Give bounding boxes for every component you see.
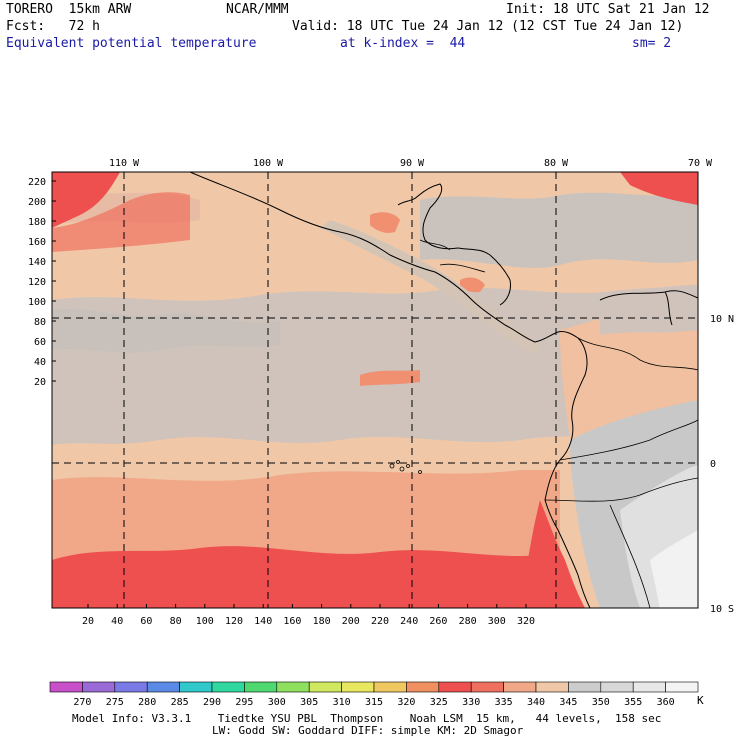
center-label: NCAR/MMM bbox=[226, 2, 289, 17]
lon-label: 90 W bbox=[400, 158, 425, 169]
map-frame bbox=[51, 171, 699, 609]
lon-label: 110 W bbox=[109, 158, 140, 169]
valid-time: Valid: 18 UTC Tue 24 Jan 12 (12 CST Tue … bbox=[292, 19, 684, 34]
smoothing-label: sm= 2 bbox=[632, 36, 672, 51]
lat-label: 10 S bbox=[710, 604, 734, 615]
model-info-line1: Model Info: V3.3.1 Tiedtke YSU PBL Thomp… bbox=[72, 712, 662, 725]
lon-label: 100 W bbox=[253, 158, 284, 169]
forecast-hour: Fcst: 72 h bbox=[6, 19, 100, 34]
left-axis: 220 200 180 160 140 120 100 80 60 40 20 bbox=[28, 177, 56, 388]
bottom-axis-label: 80 bbox=[170, 616, 182, 627]
left-axis-label: 120 bbox=[28, 277, 46, 288]
bottom-axis-label: 200 bbox=[342, 616, 360, 627]
left-axis-label: 140 bbox=[28, 257, 46, 268]
left-axis-label: 80 bbox=[34, 317, 46, 328]
bottom-axis-label: 40 bbox=[111, 616, 123, 627]
bottom-axis-label: 100 bbox=[196, 616, 214, 627]
right-lat-labels: 10 N 0 10 S bbox=[710, 314, 734, 615]
lat-label: 0 bbox=[710, 459, 716, 470]
model-info-line2: LW: Godd SW: Goddard DIFF: simple KM: 2D… bbox=[212, 724, 524, 737]
field-name: Equivalent potential temperature bbox=[6, 36, 257, 51]
left-axis-label: 60 bbox=[34, 337, 46, 348]
init-time: Init: 18 UTC Sat 21 Jan 12 bbox=[506, 2, 710, 17]
left-axis-label: 180 bbox=[28, 217, 46, 228]
bottom-axis-label: 300 bbox=[488, 616, 506, 627]
bottom-axis-label: 180 bbox=[313, 616, 331, 627]
bottom-axis-label: 220 bbox=[371, 616, 389, 627]
bottom-axis-label: 20 bbox=[82, 616, 94, 627]
left-axis-label: 160 bbox=[28, 237, 46, 248]
bottom-axis-label: 120 bbox=[225, 616, 243, 627]
borders bbox=[419, 239, 698, 608]
bottom-axis-label: 60 bbox=[140, 616, 152, 627]
left-axis-label: 200 bbox=[28, 197, 46, 208]
lon-label: 70 W bbox=[688, 158, 713, 169]
graticule bbox=[52, 172, 698, 608]
bottom-axis-label: 320 bbox=[517, 616, 535, 627]
model-title: TORERO 15km ARW bbox=[6, 2, 132, 17]
bottom-axis-label: 240 bbox=[400, 616, 418, 627]
lat-label: 10 N bbox=[710, 314, 734, 325]
top-lon-labels: 110 W 100 W 90 W 80 W 70 W bbox=[109, 158, 713, 169]
left-axis-label: 220 bbox=[28, 177, 46, 188]
coastlines bbox=[189, 172, 698, 608]
left-axis-label: 20 bbox=[34, 377, 46, 388]
level-label: at k-index = 44 bbox=[340, 36, 466, 51]
bottom-axis: 20 40 60 80 100 120 140 160 180 200 220 240 260 280 30… bbox=[82, 604, 535, 627]
left-axis-label: 40 bbox=[34, 357, 46, 368]
map-field bbox=[52, 172, 698, 608]
lon-label: 80 W bbox=[544, 158, 569, 169]
left-axis-label: 100 bbox=[28, 297, 46, 308]
colorbar-unit: K bbox=[697, 694, 704, 707]
bottom-axis-label: 260 bbox=[429, 616, 447, 627]
map-svg: 110 W 100 W 90 W 80 W 70 W 10 N 0 10 S 2… bbox=[28, 158, 734, 627]
bottom-axis-label: 160 bbox=[283, 616, 301, 627]
bottom-axis-label: 280 bbox=[459, 616, 477, 627]
galapagos-islands bbox=[389, 460, 422, 474]
bottom-axis-label: 140 bbox=[254, 616, 272, 627]
